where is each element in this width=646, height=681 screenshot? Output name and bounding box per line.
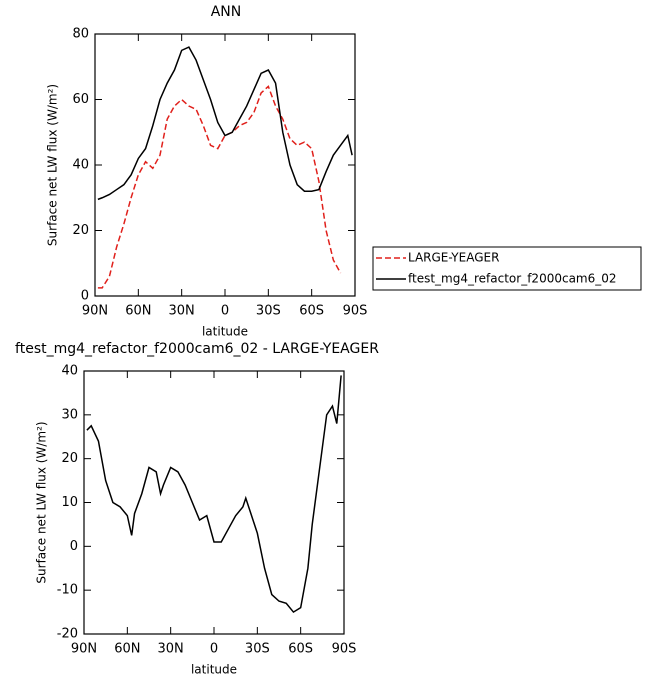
x-tick-label: 30N	[169, 304, 195, 319]
plot-frame	[83, 370, 345, 635]
x-tick-label: 60S	[288, 642, 313, 657]
y-tick-label: 80	[72, 27, 89, 42]
x-axis-label: latitude	[202, 325, 248, 339]
y-tick-label: 0	[70, 539, 78, 554]
y-tick-label: 20	[72, 223, 89, 238]
x-tick-label: 90N	[82, 304, 108, 319]
x-tick-label: 90N	[71, 642, 97, 657]
y-tick-label: 10	[61, 495, 78, 510]
y-tick-label: 40	[72, 158, 89, 173]
x-tick-label: 90S	[332, 642, 357, 657]
x-tick-label: 60S	[299, 304, 324, 319]
y-tick-label: -10	[57, 583, 78, 598]
y-tick-label: 0	[81, 289, 89, 304]
y-tick-label: -20	[57, 627, 78, 642]
y-tick-label: 30	[61, 407, 78, 422]
x-tick-label: 30S	[256, 304, 281, 319]
data-line	[86, 375, 342, 614]
y-axis-label: Surface net LW flux (W/m²)	[35, 421, 49, 583]
y-tick-label: 40	[61, 364, 78, 379]
legend-label: ftest_mg4_refactor_f2000cam6_02	[408, 272, 617, 286]
x-axis-label: latitude	[191, 663, 237, 677]
x-tick-label: 30N	[158, 642, 184, 657]
chart-title: ftest_mg4_refactor_f2000cam6_02 - LARGE-…	[15, 341, 379, 357]
x-tick-label: 30S	[245, 642, 270, 657]
chart-title: ANN	[211, 4, 242, 20]
x-tick-label: 90S	[343, 304, 368, 319]
data-line	[97, 46, 353, 201]
data-line	[97, 85, 342, 289]
x-tick-label: 0	[210, 642, 218, 657]
x-tick-label: 0	[221, 304, 229, 319]
legend-label: LARGE-YEAGER	[408, 251, 499, 265]
legend-box	[372, 246, 642, 291]
x-tick-label: 60N	[114, 642, 140, 657]
y-axis-label: Surface net LW flux (W/m²)	[46, 84, 60, 246]
y-tick-label: 60	[72, 92, 89, 107]
x-tick-label: 60N	[125, 304, 151, 319]
y-tick-label: 20	[61, 451, 78, 466]
